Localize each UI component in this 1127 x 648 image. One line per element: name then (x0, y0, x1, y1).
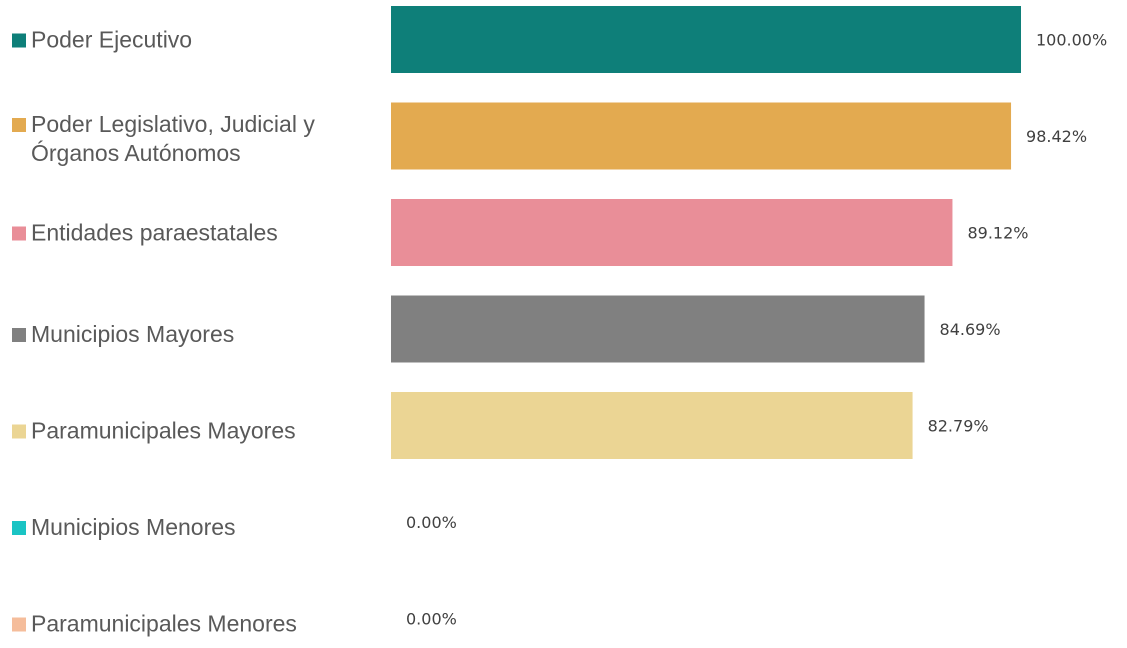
value-label-3: 89.12% (967, 224, 1028, 243)
chart-marks: 100.00% Poder Ejecutivo 98.42% Poder Legisl… (12, 6, 1107, 637)
legend-swatch-1 (12, 33, 26, 48)
bar-1 (391, 6, 1021, 73)
legend-label-3: Entidades paraestatales (31, 220, 278, 246)
value-label-6: 0.00% (406, 513, 457, 532)
legend-swatch-7 (12, 617, 26, 632)
bar-3 (391, 199, 953, 266)
legend-swatch-6 (12, 521, 26, 535)
value-label-4: 84.69% (940, 320, 1001, 339)
legend-label-7: Paramunicipales Menores (31, 611, 297, 637)
legend-swatch-3 (12, 226, 26, 241)
legend-label-2-line-2: Órganos Autónomos (31, 140, 241, 166)
bar-2 (391, 102, 1012, 170)
value-label-7: 0.00% (406, 610, 457, 629)
legend-swatch-4 (12, 328, 26, 342)
bar-5 (391, 392, 913, 459)
value-label-2: 98.42% (1026, 127, 1087, 146)
legend-label-2-line-1: Poder Legislativo, Judicial y (31, 111, 315, 137)
legend-label-5: Paramunicipales Mayores (31, 418, 296, 444)
legend-label-4: Municipios Mayores (31, 321, 234, 347)
value-label-1: 100.00% (1036, 31, 1107, 50)
legend-swatch-2 (12, 118, 26, 132)
value-label-5: 82.79% (928, 417, 989, 436)
legend-label-6: Municipios Menores (31, 514, 236, 540)
bar-4 (391, 295, 925, 363)
legend-swatch-5 (12, 424, 26, 439)
legend-label-1: Poder Ejecutivo (31, 27, 192, 53)
